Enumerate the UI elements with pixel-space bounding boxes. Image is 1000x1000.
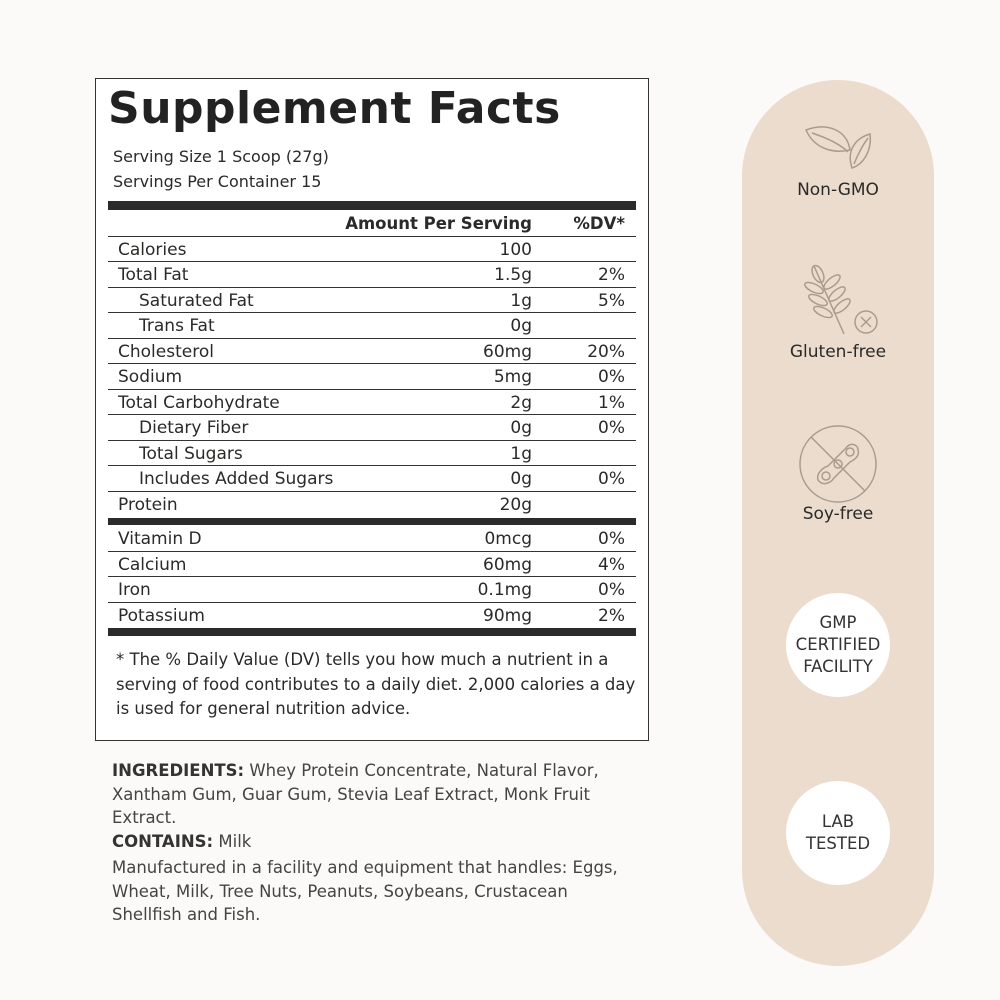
gmp-line: FACILITY — [803, 657, 873, 676]
nutrient-name: Total Fat — [118, 265, 189, 285]
gmp-certified-badge: GMP CERTIFIED FACILITY — [786, 593, 890, 697]
soy-crossed-icon — [799, 425, 877, 503]
contains-value: Milk — [213, 831, 252, 851]
nutrient-amount: 90mg — [483, 605, 532, 626]
nutrient-name: Cholesterol — [118, 341, 214, 362]
nutrient-row: Vitamin D 0mcg 0% — [108, 526, 636, 552]
nutrient-row: Total Fat 1.5g 2% — [108, 262, 636, 288]
nutrient-amount: 0g — [510, 469, 532, 489]
nutrient-dv: 1% — [598, 392, 625, 413]
nutrient-row: Cholesterol 60mg 20% — [108, 339, 636, 364]
nutrient-name: Sodium — [118, 367, 183, 387]
nutrient-amount: 2g — [510, 392, 532, 413]
nutrient-amount: 0.1mg — [477, 580, 532, 600]
nutrient-row: Dietary Fiber 0g 0% — [108, 415, 636, 441]
badges-pill: Non-GMO Gluten-free Soy-free GMP CERTIFIE… — [742, 80, 934, 966]
nutrient-name: Potassium — [118, 605, 205, 626]
nutrient-dv: 0% — [598, 469, 625, 489]
allergen-note: Manufactured in a facility and equipment… — [112, 858, 618, 924]
nutrient-dv: 4% — [598, 554, 625, 575]
ingredients-text: INGREDIENTS: Whey Protein Concentrate, N… — [112, 759, 632, 830]
nutrient-name: Vitamin D — [118, 529, 202, 549]
nutrient-name: Saturated Fat — [139, 290, 254, 311]
soy-free-label: Soy-free — [802, 504, 874, 524]
nutrient-amount: 1g — [510, 290, 532, 311]
nutrient-amount: 1.5g — [494, 265, 532, 285]
nutrient-row: Includes Added Sugars 0g 0% — [108, 466, 636, 492]
nutrient-name: Dietary Fiber — [139, 418, 249, 438]
nutrient-amount: 1g — [510, 443, 532, 464]
nutrient-dv: 0% — [598, 418, 625, 438]
header-row: Amount Per Serving %DV* — [108, 211, 636, 237]
nutrient-dv: 2% — [598, 605, 625, 626]
lab-tested-badge: LAB TESTED — [786, 781, 890, 885]
lab-line: LAB — [821, 812, 855, 831]
serving-size: Serving Size 1 Scoop (27g) — [113, 147, 329, 166]
nutrient-row: Iron 0.1mg 0% — [108, 577, 636, 603]
servings-per-container: Servings Per Container 15 — [113, 172, 322, 191]
nutrient-amount: 60mg — [483, 341, 532, 362]
panel-title: Supplement Facts — [108, 83, 561, 134]
nutrient-row: Total Carbohydrate 2g 1% — [108, 390, 636, 415]
leaf-icon — [804, 126, 872, 169]
thick-divider — [108, 518, 636, 525]
nutrient-name: Calories — [118, 239, 187, 260]
nutrient-row: Protein 20g — [108, 492, 636, 518]
nutrient-amount: 0mcg — [484, 529, 532, 549]
nutrient-row: Total Sugars 1g — [108, 441, 636, 466]
nutrient-name: Includes Added Sugars — [139, 469, 334, 489]
wheat-crossed-icon — [804, 264, 878, 335]
ingredients-section: INGREDIENTS: Whey Protein Concentrate, N… — [112, 759, 632, 927]
gluten-free-label: Gluten-free — [789, 342, 887, 362]
nutrient-row: Saturated Fat 1g 5% — [108, 288, 636, 313]
contains-text: CONTAINS: Milk — [112, 830, 632, 854]
nutrient-name: Total Carbohydrate — [118, 392, 280, 413]
nutrient-amount: 20g — [499, 494, 532, 515]
nutrient-amount: 60mg — [483, 554, 532, 575]
nutrient-row: Potassium 90mg 2% — [108, 603, 636, 629]
nutrient-row: Calcium 60mg 4% — [108, 552, 636, 577]
nutrient-name: Iron — [118, 580, 151, 600]
gmp-line: GMP — [819, 613, 857, 632]
thick-divider — [108, 201, 636, 210]
non-gmo-label: Non-GMO — [797, 180, 879, 200]
nutrient-dv: 0% — [598, 529, 625, 549]
nutrient-amount: 100 — [499, 239, 532, 260]
nutrient-row: Trans Fat 0g — [108, 313, 636, 339]
nutrient-dv: 20% — [587, 341, 625, 362]
dv-header: %DV* — [573, 214, 625, 233]
ingredients-list: Whey Protein Concentrate, Natural Flavor… — [112, 761, 599, 827]
footnote: * The % Daily Value (DV) tells you how m… — [116, 650, 636, 718]
nutrient-amount: 5mg — [493, 367, 532, 387]
gmp-line: CERTIFIED — [795, 635, 881, 654]
contains-label: CONTAINS: — [112, 831, 214, 851]
nutrient-dv: 0% — [598, 367, 625, 387]
nutrient-name: Calcium — [118, 554, 187, 575]
nutrient-name: Trans Fat — [139, 316, 215, 336]
nutrient-dv: 2% — [598, 265, 625, 285]
nutrient-amount: 0g — [510, 418, 532, 438]
nutrient-name: Total Sugars — [139, 443, 243, 464]
nutrient-row: Calories 100 — [108, 237, 636, 262]
nutrient-dv: 5% — [598, 290, 625, 311]
amount-header: Amount Per Serving — [345, 214, 532, 233]
supplement-facts-panel: Supplement Facts Serving Size 1 Scoop (2… — [95, 78, 649, 741]
nutrient-row: Sodium 5mg 0% — [108, 364, 636, 390]
nutrient-name: Protein — [118, 494, 178, 515]
nutrient-dv: 0% — [598, 580, 625, 600]
thick-divider — [108, 628, 636, 636]
nutrient-amount: 0g — [510, 316, 532, 336]
lab-line: TESTED — [805, 834, 871, 853]
ingredients-label: INGREDIENTS: — [112, 761, 245, 780]
